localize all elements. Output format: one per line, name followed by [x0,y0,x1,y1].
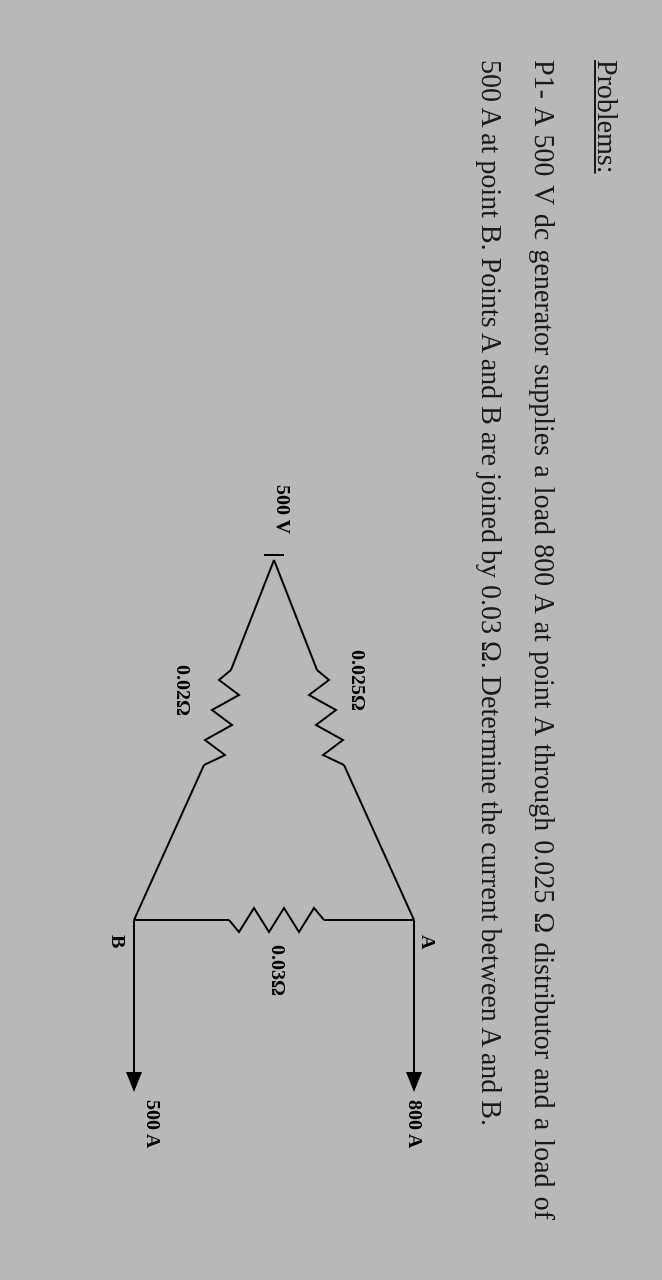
circuit-diagram: 500 V A B 800 A 500 A 0.025Ω 0.02Ω 0.03Ω [84,500,444,1200]
node-b-label: B [106,935,129,948]
load-b-label: 500 A [141,1100,164,1148]
node-a-label: A [416,935,439,949]
problem-statement: P1- A 500 V dc generator supplies a load… [464,60,570,1220]
source-voltage-label: 500 V [271,485,294,534]
problems-heading: Problems: [590,60,622,1220]
resistance-sa-label: 0.025Ω [346,650,369,711]
resistance-ab-label: 0.03Ω [266,945,289,996]
load-a-label: 800 A [403,1100,426,1148]
resistance-sb-label: 0.02Ω [171,665,194,716]
